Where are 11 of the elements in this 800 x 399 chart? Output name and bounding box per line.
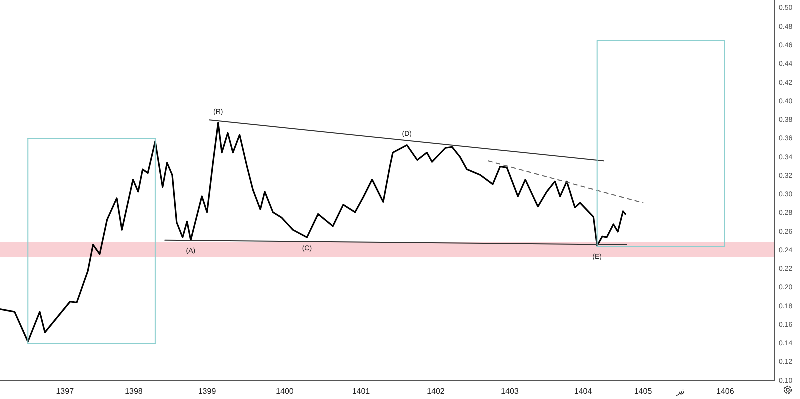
x-tick-label: 1406	[716, 387, 735, 396]
x-tick-label: 1401	[352, 387, 371, 396]
x-tick-label: 1400	[276, 387, 294, 396]
x-tick-label: 1398	[125, 387, 144, 396]
x-tick-label: 1402	[427, 387, 446, 396]
x-tick-label: 1399	[198, 387, 217, 396]
x-tick-label: 1403	[501, 387, 520, 396]
x-tick-label: 1404	[574, 387, 593, 396]
x-tick-label: 1397	[56, 387, 75, 396]
x-tick-label: تیر	[675, 387, 684, 396]
x-tick-label: 1405	[634, 387, 653, 396]
